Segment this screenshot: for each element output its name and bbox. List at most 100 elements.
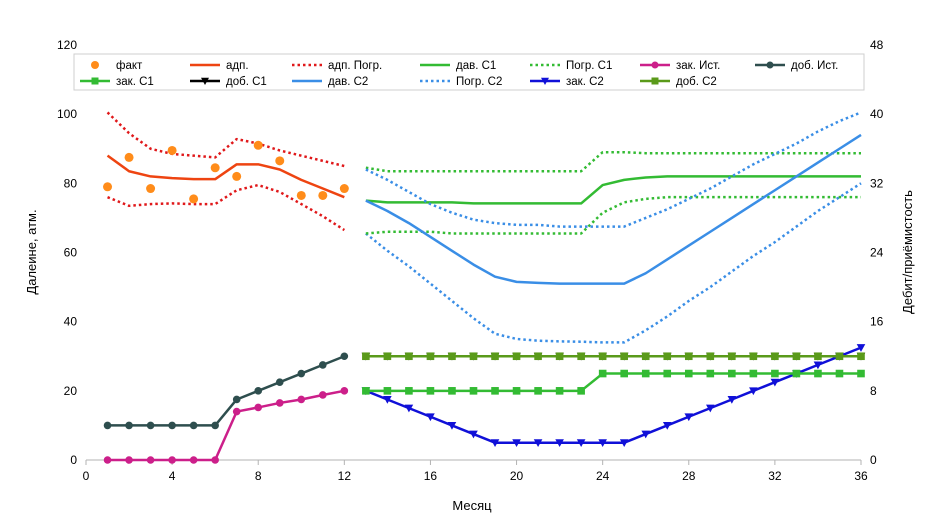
data-point: [405, 352, 413, 361]
data-point: [318, 190, 328, 200]
data-point: [275, 378, 284, 386]
data-point: [576, 439, 586, 448]
legend-item: зак. С1: [80, 76, 154, 88]
data-point: [857, 369, 865, 378]
legend-label: доб. Ист.: [791, 60, 838, 72]
data-point: [275, 156, 285, 166]
legend-item: адп.: [190, 60, 249, 72]
data-point: [706, 404, 715, 413]
data-point: [124, 152, 134, 162]
legend-label: зак. С2: [566, 76, 604, 88]
data-point: [792, 352, 801, 361]
data-point: [383, 352, 392, 361]
data-point: [189, 194, 199, 204]
data-point: [641, 352, 650, 361]
legend-item: зак. С2: [530, 76, 604, 88]
data-point: [555, 387, 564, 395]
legend-label: зак. С1: [116, 76, 154, 88]
legend-item: адп. Погр.: [292, 60, 382, 72]
data-point: [253, 140, 263, 150]
legend-item: доб. С2: [640, 76, 717, 88]
data-point: [835, 369, 844, 378]
x-tick-label: 32: [768, 469, 782, 483]
x-tick-label: 20: [510, 469, 524, 483]
data-point: [189, 421, 198, 430]
data-point: [706, 369, 715, 378]
series-7: [103, 387, 349, 464]
data-point: [771, 369, 779, 378]
data-point: [319, 361, 327, 369]
data-point: [857, 352, 865, 361]
series-8: [103, 352, 349, 430]
data-point: [167, 145, 177, 155]
data-point: [534, 387, 542, 395]
data-point: [383, 396, 392, 404]
legend-label: доб. С1: [226, 76, 267, 88]
legend-marker: [651, 61, 659, 69]
series-line: [365, 175, 861, 205]
x-tick-label: 16: [424, 469, 438, 483]
data-point: [792, 369, 801, 378]
y-axis-title-right: Дебит/приёмистость: [900, 190, 915, 314]
data-point: [555, 352, 564, 361]
series-14: [361, 344, 866, 448]
series-line: [365, 346, 862, 444]
data-point: [491, 387, 499, 395]
legend-marker: [91, 61, 99, 69]
x-tick-label: 0: [83, 469, 90, 483]
data-point: [533, 439, 543, 448]
y-tick-label-left: 0: [70, 453, 77, 467]
data-point: [728, 369, 736, 378]
data-point: [619, 439, 629, 448]
data-point: [641, 369, 650, 378]
data-point: [491, 352, 499, 361]
legend-label: доб. С2: [676, 76, 717, 88]
data-point: [512, 352, 521, 361]
series-line: [365, 182, 862, 344]
legend-label: адп.: [226, 60, 249, 72]
legend-item: факт: [91, 60, 143, 72]
data-point: [319, 391, 327, 399]
legend: факт адп. адп. Погр. дав. С1 Погр. С1 зак. Ис…: [73, 53, 865, 91]
data-point: [211, 421, 219, 430]
data-point: [405, 387, 413, 395]
data-point: [490, 439, 500, 448]
data-point: [598, 439, 607, 448]
data-point: [469, 352, 478, 361]
axes: 0 4 8 12 16 20 24 28 32 3602040608010012008162432…: [57, 38, 884, 483]
x-tick-label: 28: [682, 469, 696, 483]
series-layer: [103, 111, 866, 464]
data-point: [146, 184, 156, 194]
data-point: [577, 387, 585, 395]
y-tick-label-right: 16: [870, 315, 884, 329]
data-point: [727, 396, 737, 404]
series-2: [106, 111, 345, 168]
legend-item: дав. С1: [420, 60, 496, 72]
y-tick-label-left: 40: [64, 315, 78, 329]
data-point: [641, 430, 651, 439]
data-point: [512, 387, 521, 395]
data-point: [426, 387, 435, 395]
data-point: [749, 387, 758, 396]
data-point: [835, 352, 844, 361]
legend-label: зак. Ист.: [676, 60, 720, 72]
y-tick-label-left: 100: [57, 107, 77, 121]
series-line: [365, 111, 862, 228]
data-point: [254, 387, 263, 395]
series-5: [365, 150, 861, 173]
series-line: [365, 150, 861, 173]
legend-item: доб. С1: [190, 76, 267, 88]
data-point: [210, 163, 220, 173]
data-point: [125, 456, 133, 464]
series-line: [106, 111, 345, 168]
y-tick-label-right: 32: [870, 176, 884, 190]
data-point: [146, 456, 155, 464]
data-point: [297, 395, 306, 404]
y-tick-label-left: 20: [64, 384, 78, 398]
legend-item: дав. С2: [292, 76, 368, 88]
data-point: [663, 352, 672, 361]
data-point: [211, 456, 219, 464]
series-11: [365, 133, 862, 285]
legend-item: Погр. С2: [420, 76, 502, 88]
